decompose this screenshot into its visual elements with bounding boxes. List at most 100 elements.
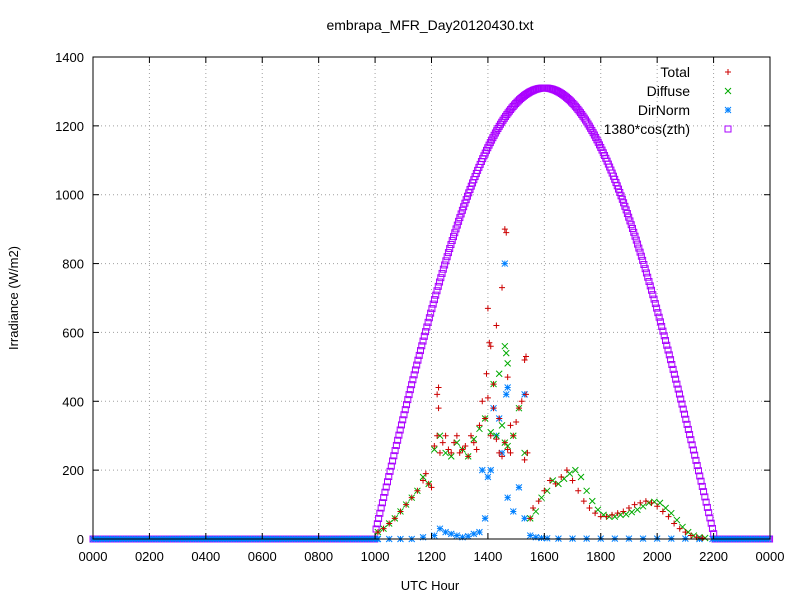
dirnorm-point bbox=[487, 466, 495, 474]
total-point bbox=[507, 449, 514, 456]
cos-zth-point bbox=[438, 269, 446, 277]
cos-zth-point bbox=[640, 261, 648, 269]
total-point bbox=[435, 384, 442, 391]
dirnorm-point bbox=[515, 484, 523, 491]
cos-zth-point bbox=[661, 337, 669, 345]
dirnorm-point bbox=[501, 260, 509, 267]
cos-zth-point bbox=[394, 436, 402, 444]
cos-zth-point bbox=[677, 395, 685, 403]
cos-zth-point bbox=[636, 248, 644, 256]
cos-zth-point bbox=[664, 346, 672, 354]
total-point bbox=[486, 339, 493, 346]
cos-zth-point bbox=[419, 337, 427, 345]
total-point bbox=[504, 446, 511, 453]
cos-zth-point bbox=[413, 361, 421, 369]
dirnorm-point bbox=[470, 530, 478, 538]
diffuse-point bbox=[504, 442, 512, 450]
cos-zth-point bbox=[411, 366, 419, 374]
y-tick-label: 1400 bbox=[55, 50, 84, 65]
diffuse-point bbox=[487, 428, 495, 436]
dirnorm-point bbox=[453, 532, 461, 539]
cos-zth-point bbox=[375, 515, 383, 523]
x-tick-label: 0000 bbox=[756, 549, 785, 564]
cos-zth-point bbox=[659, 327, 667, 335]
x-tick-labels: 0000 0200 0400 0600 0800 1000 1200 1400 1600 1800… bbox=[79, 549, 785, 564]
cos-zth-point bbox=[443, 253, 451, 261]
y-tick-label: 600 bbox=[62, 325, 84, 340]
cos-zth-point bbox=[622, 206, 630, 214]
cos-zth-point bbox=[705, 509, 713, 517]
cos-zth-point bbox=[692, 456, 700, 464]
cos-zth-point bbox=[409, 376, 417, 384]
diffuse-point bbox=[583, 487, 590, 495]
cos-zth-point bbox=[678, 400, 686, 408]
total-point bbox=[665, 513, 672, 520]
total-point bbox=[493, 436, 500, 443]
cos-zth-point bbox=[691, 451, 699, 459]
cos-zth-point bbox=[660, 332, 668, 340]
legend-marker bbox=[725, 69, 731, 75]
cos-zth-point bbox=[641, 265, 649, 273]
diffuse-point bbox=[634, 506, 641, 514]
total-point bbox=[688, 532, 695, 539]
cos-zth-point bbox=[637, 252, 645, 260]
cos-zth-point bbox=[682, 415, 690, 423]
cos-zth-point bbox=[644, 273, 652, 281]
total-point bbox=[682, 529, 689, 536]
cos-zth-point bbox=[397, 421, 405, 429]
total-point bbox=[535, 498, 542, 505]
x-tick-label: 0400 bbox=[191, 549, 220, 564]
dirnorm-point bbox=[447, 530, 455, 538]
cos-zth-point bbox=[442, 257, 450, 265]
cos-zth-point bbox=[427, 309, 435, 317]
cos-zth-point bbox=[626, 217, 634, 225]
total-point bbox=[518, 398, 525, 405]
total-point bbox=[431, 443, 438, 450]
total-point bbox=[428, 484, 435, 491]
total-point bbox=[676, 525, 683, 532]
total-point bbox=[699, 534, 706, 541]
cos-zth-point bbox=[391, 447, 399, 455]
cos-zth-point bbox=[437, 274, 445, 282]
diffuse-point bbox=[498, 422, 506, 429]
cos-zth-point bbox=[428, 305, 436, 313]
cos-zth-point bbox=[401, 406, 409, 414]
total-point bbox=[439, 439, 446, 446]
y-tick-label: 200 bbox=[62, 463, 84, 478]
total-point bbox=[631, 501, 638, 508]
cos-zth-point bbox=[698, 482, 706, 490]
cos-zth-point bbox=[434, 282, 442, 290]
y-axis-label: Irradiance (W/m2) bbox=[6, 246, 21, 350]
cos-zth-point bbox=[414, 356, 422, 364]
dirnorm-point bbox=[464, 532, 472, 540]
total-point bbox=[522, 353, 529, 360]
cos-zth-point bbox=[452, 225, 460, 233]
cos-zth-point bbox=[649, 291, 657, 299]
dirnorm-point bbox=[543, 534, 551, 542]
cos-zth-point bbox=[663, 341, 671, 349]
cos-zth-point bbox=[625, 213, 633, 221]
total-point bbox=[473, 446, 480, 453]
x-tick-label: 1000 bbox=[361, 549, 390, 564]
total-point bbox=[524, 449, 531, 456]
diffuse-point bbox=[667, 509, 675, 517]
cos-zth-point bbox=[648, 286, 656, 294]
diffuse-point bbox=[495, 370, 503, 378]
cos-zth-point bbox=[693, 462, 701, 470]
total-point bbox=[501, 439, 508, 446]
cos-zth-point bbox=[433, 287, 441, 295]
cos-zth-point bbox=[696, 472, 704, 480]
cos-zth-point bbox=[444, 249, 452, 257]
series-diffuse bbox=[374, 342, 709, 542]
diffuse-point bbox=[577, 473, 585, 481]
cos-zth-point bbox=[392, 441, 400, 449]
total-point bbox=[515, 405, 522, 412]
cos-zth-point bbox=[456, 214, 464, 222]
total-point bbox=[563, 467, 570, 474]
total-point bbox=[484, 394, 491, 401]
cos-zth-point bbox=[420, 332, 428, 340]
total-point bbox=[546, 477, 553, 484]
dirnorm-point bbox=[436, 525, 444, 533]
diffuse-point bbox=[430, 446, 438, 453]
cos-zth-point bbox=[447, 241, 455, 249]
